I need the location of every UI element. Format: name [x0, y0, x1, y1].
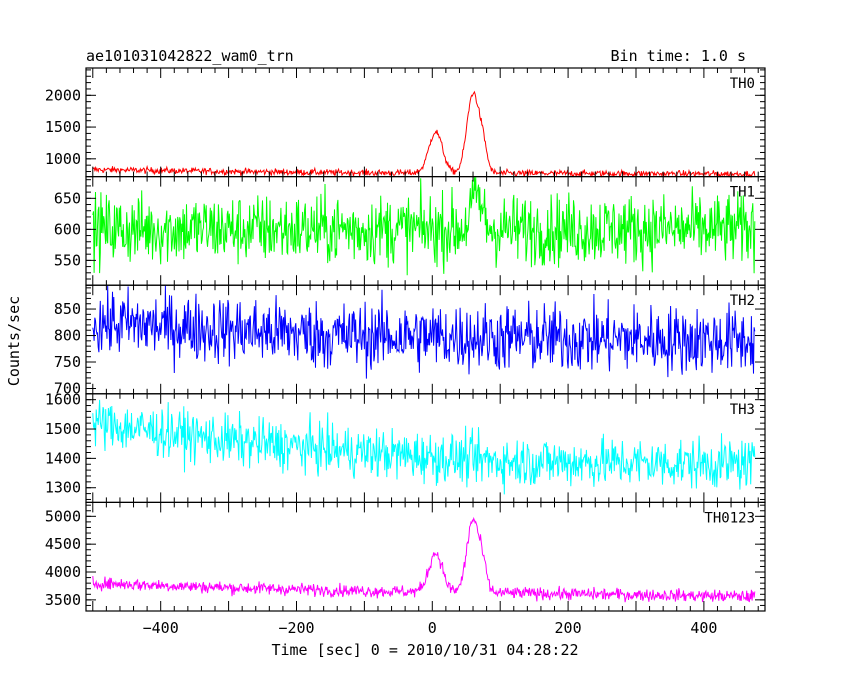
x-tick-label: −200 — [278, 619, 314, 637]
y-tick-label: 3500 — [45, 591, 81, 609]
panel-label-th3: TH3 — [730, 402, 755, 418]
y-tick-label: 1600 — [45, 391, 81, 409]
y-tick-label: 1500 — [45, 118, 81, 136]
y-axis-label: Counts/sec — [5, 296, 23, 386]
series-line-th0 — [92, 90, 756, 178]
y-tick-label: 4000 — [45, 563, 81, 581]
series-line-th2 — [92, 285, 756, 379]
x-tick-label: −400 — [143, 619, 179, 637]
panels: 1000 1500 2000 TH0 550 600 650 TH1 700 750 800 850 T… — [45, 67, 766, 612]
panel-th3: 1300 1400 1500 1600 TH3 — [45, 391, 766, 503]
x-axis: −400 −200 0 200 400 — [143, 619, 718, 637]
y-tick-label: 2000 — [45, 86, 81, 104]
chart-title: ae101031042822_wam0_trn — [86, 47, 294, 65]
y-tick-label: 750 — [54, 353, 81, 371]
y-tick-label: 800 — [54, 327, 81, 345]
panel-frame — [85, 501, 766, 612]
panel-th0123: 3500 4000 4500 5000 TH0123 — [45, 501, 766, 612]
x-tick-label: 400 — [690, 619, 717, 637]
y-tick-label: 1300 — [45, 479, 81, 497]
panel-th1: 550 600 650 TH1 — [54, 176, 766, 286]
y-tick-label: 550 — [54, 251, 81, 269]
panel-label-th0123: TH0123 — [704, 510, 755, 526]
panel-frame — [85, 393, 766, 503]
x-tick-label: 200 — [555, 619, 582, 637]
y-tick-label: 5000 — [45, 507, 81, 525]
y-tick-label: 700 — [54, 380, 81, 398]
bin-time-label: Bin time: 1.0 s — [611, 47, 746, 65]
y-tick-label: 4500 — [45, 535, 81, 553]
panel-label-th0: TH0 — [730, 76, 755, 92]
panel-th2: 700 750 800 850 TH2 — [54, 284, 766, 398]
panel-label-th1: TH1 — [730, 185, 755, 201]
series-line-th1 — [92, 177, 756, 276]
y-tick-label: 1500 — [45, 420, 81, 438]
y-tick-label: 1400 — [45, 449, 81, 467]
series-line-th0123 — [92, 516, 756, 603]
x-tick-label: 0 — [428, 619, 437, 637]
y-tick-label: 850 — [54, 300, 81, 318]
panel-label-th2: TH2 — [730, 293, 755, 309]
x-axis-label: Time [sec] 0 = 2010/10/31 04:28:22 — [271, 641, 578, 659]
series-line-th3 — [92, 399, 756, 495]
y-tick-label: 1000 — [45, 150, 81, 168]
y-tick-label: 650 — [54, 189, 81, 207]
y-tick-label: 600 — [54, 220, 81, 238]
panel-th0: 1000 1500 2000 TH0 — [45, 67, 766, 178]
